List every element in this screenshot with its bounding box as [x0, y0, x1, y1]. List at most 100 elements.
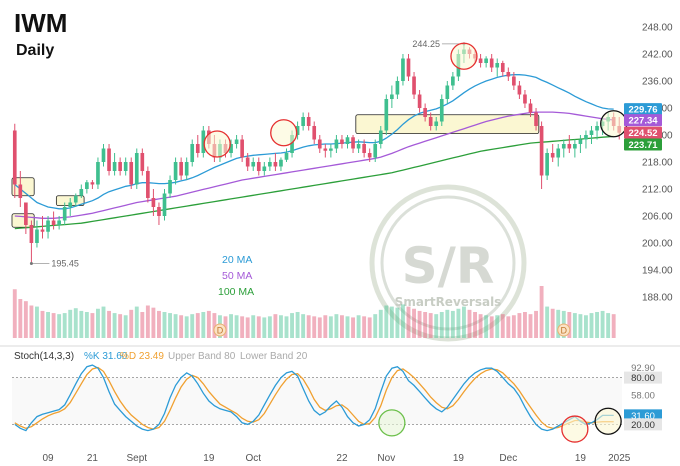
dividend-marker-circle [557, 323, 571, 337]
candle [484, 56, 488, 68]
candle [595, 121, 599, 140]
volume-bar [129, 309, 134, 338]
candle [340, 135, 344, 149]
price-highlight-circle [450, 42, 478, 70]
candle [134, 148, 139, 189]
candle-body [62, 207, 67, 221]
candle-body [112, 162, 117, 171]
volume-bar [195, 313, 200, 338]
candle [201, 126, 206, 158]
candle [512, 72, 516, 90]
volume-bar [389, 306, 394, 338]
candle-body [306, 117, 311, 126]
candle-body [85, 182, 89, 189]
candle-body [35, 229, 39, 243]
volume-bar [423, 312, 428, 338]
candle-body [539, 126, 544, 176]
candle [367, 148, 372, 162]
x-axis-tick: 21 [87, 453, 99, 464]
x-axis-tick: 09 [42, 453, 54, 464]
candle-body [157, 207, 161, 216]
price-badge-bg [624, 138, 662, 151]
candle [373, 139, 378, 162]
volume-bar [567, 312, 572, 338]
support-zone [355, 114, 540, 135]
candle [534, 108, 538, 131]
candle-body [68, 202, 73, 207]
volume-bar [439, 312, 444, 338]
candle-body [73, 195, 78, 203]
candle-body [229, 144, 233, 153]
stoch-axis-badge-label: 80.00 [631, 373, 655, 384]
candle-body [29, 225, 34, 243]
candle-body [146, 171, 150, 198]
volume-bar [112, 313, 117, 338]
candle-body [140, 153, 145, 171]
candle [451, 72, 455, 90]
volume-bar [245, 317, 250, 338]
candle [439, 94, 444, 126]
candle [179, 157, 183, 180]
candle [284, 148, 289, 162]
candle-body [517, 85, 522, 95]
candle [539, 121, 544, 189]
watermark-text: SmartReversals [395, 295, 502, 309]
candle [351, 135, 355, 153]
volume-bar [29, 305, 34, 338]
volume-bar [545, 306, 550, 338]
candle [362, 139, 366, 158]
volume-bar [523, 312, 527, 338]
candle-body [451, 76, 455, 86]
volume-bar [589, 313, 594, 338]
volume-bar [600, 310, 605, 338]
candle [62, 202, 67, 225]
candle [556, 144, 561, 167]
candle-body [445, 85, 450, 99]
candle-body [240, 139, 244, 158]
volume-bar [506, 316, 511, 338]
volume-bar [373, 314, 378, 338]
price-axis-tick: 218.00 [642, 158, 673, 169]
candle-body [273, 162, 278, 167]
candle-body [500, 63, 505, 72]
candle-body [406, 58, 411, 77]
candle-body [589, 130, 594, 135]
candle-body [390, 94, 394, 99]
volume-bar [572, 313, 577, 338]
volume-bar [578, 314, 583, 338]
candle [118, 157, 122, 176]
candle-body [256, 162, 261, 171]
volume-bar [484, 315, 489, 338]
candle [245, 153, 250, 171]
candle [256, 157, 261, 176]
volume-bar [145, 305, 150, 338]
ma100-label: 100 MA [218, 286, 254, 298]
candle-body [101, 148, 106, 162]
volume-bar [162, 312, 167, 338]
volume-bar [428, 313, 433, 338]
candle-body [506, 72, 511, 77]
candle [35, 220, 39, 248]
candle [500, 60, 505, 77]
candle-body [495, 63, 500, 68]
candle [51, 211, 56, 230]
stoch-title: Stoch(14,3,3) [14, 351, 74, 362]
candle [561, 139, 566, 158]
volume-bar [90, 313, 95, 338]
candle-body [295, 126, 300, 135]
volume-bar [179, 315, 184, 338]
volume-bar [301, 314, 306, 338]
x-axis-tick: 19 [453, 453, 465, 464]
candle-body [51, 220, 56, 225]
volume-bar [334, 314, 339, 338]
candle-body [378, 130, 383, 144]
candle-body [512, 76, 516, 86]
candle-body [545, 153, 549, 176]
volume-bar [517, 313, 522, 338]
volume-bar [234, 315, 239, 338]
chart-title: IWM [14, 8, 68, 38]
candle-body [323, 148, 328, 151]
candle [345, 135, 350, 149]
volume-bar [118, 314, 123, 338]
